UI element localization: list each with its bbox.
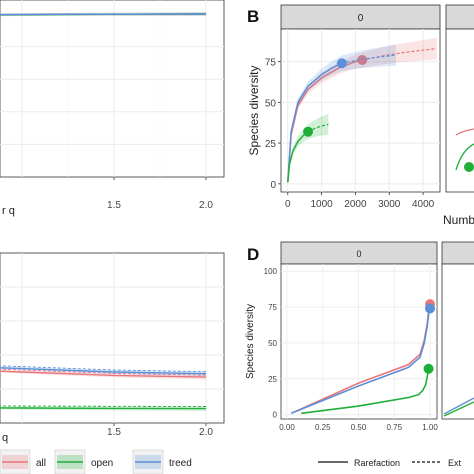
panel-d-line-treed <box>290 308 431 415</box>
panel-b-extrapolation-treed <box>341 54 397 64</box>
panel-b2-line-open <box>455 143 474 171</box>
panel-b-observed-point-open <box>303 126 314 137</box>
panel-b-xtick-label: 4000 <box>412 199 435 210</box>
panel-c-dashed-line-all <box>0 368 207 376</box>
panel-b2-strip <box>445 4 474 30</box>
panel-d-strip-label: 0 <box>356 249 361 259</box>
panel-c-xlabel: q <box>2 432 8 444</box>
panel-c-xtick-label: 1.5 <box>107 427 121 438</box>
panel-a-frame <box>0 0 225 178</box>
panel-b-extrapolation-open <box>307 123 329 133</box>
panel-b2-point-open <box>464 162 474 172</box>
panel-b-letter: B <box>247 7 259 26</box>
panel-c-line-all <box>0 370 207 378</box>
panel-d-ytick-label: 25 <box>268 375 277 384</box>
legend-label-rarefaction: Rarefaction <box>354 458 400 468</box>
panel-d-ytick-label: 100 <box>264 267 278 276</box>
panel-b-observed-point-all <box>357 54 368 65</box>
legend: all open treed Rarefaction Ext <box>0 449 462 474</box>
panel-d-ytick-label: 75 <box>268 303 277 312</box>
panel-b-ylabel: Species diversity <box>247 65 261 155</box>
panel-b2-line-all <box>455 128 474 136</box>
panel-b-strip-label: 0 <box>358 13 364 24</box>
panel-b-rarefaction-treed <box>287 62 343 183</box>
panel-b-ci-band-all <box>287 37 437 185</box>
panel-b-extrapolation-all <box>362 48 437 61</box>
panel-b-ytick-label: 75 <box>265 58 277 69</box>
panel-b-xtick-label: 0 <box>285 199 291 210</box>
panel-d-xtick-label: 0.50 <box>351 423 367 432</box>
panel-c-dashed-line-open <box>0 405 207 407</box>
panel-d-ytick-label: 50 <box>268 339 277 348</box>
panel-d: D 0 0 25 50 75 100 0.00 0.25 0.50 0.75 1.00 Species … <box>245 241 474 432</box>
panel-b-ytick-label: 0 <box>270 180 276 191</box>
legend-label-treed: treed <box>169 458 192 469</box>
panel-a-xtick-label: 2.0 <box>199 200 213 211</box>
legend-label-all: all <box>36 458 46 469</box>
panel-d-xtick-label: 0.75 <box>386 423 402 432</box>
panel-d2-strip <box>441 241 474 265</box>
panel-b-ci-band-treed <box>287 44 396 185</box>
panel-d-endpoint-open <box>423 363 434 374</box>
panel-b-xlabel: Numb <box>443 213 474 227</box>
panel-d-ylabel: Species diversity <box>245 304 256 379</box>
panel-d2-frame <box>441 263 474 420</box>
panel-d-line-open <box>301 368 430 415</box>
panel-b-ci-band-open <box>287 113 329 185</box>
legend-label-extrapolation: Ext <box>448 458 462 468</box>
panel-b-ytick-label: 50 <box>265 98 277 109</box>
panel-d2-line-treed <box>443 397 474 415</box>
panel-b-ytick-label: 25 <box>265 139 277 150</box>
panel-c: 1.5 2.0 q <box>0 252 225 444</box>
panel-d-ytick-label: 0 <box>273 411 278 420</box>
panel-a-xtick-label: 1.5 <box>107 200 121 211</box>
panel-d-xtick-label: 0.00 <box>279 423 295 432</box>
panel-b-xtick-label: 1000 <box>310 199 333 210</box>
panel-b-xtick-label: 2000 <box>344 199 367 210</box>
panel-a: 1.5 2.0 r q <box>0 0 225 217</box>
panel-b-rarefaction-open <box>287 131 309 183</box>
panel-c-line-treed <box>0 367 207 375</box>
panel-c-xtick-label: 2.0 <box>199 427 213 438</box>
panel-c-dashed-line-treed <box>0 365 207 373</box>
legend-label-open: open <box>91 458 113 469</box>
panel-b-xtick-label: 3000 <box>378 199 401 210</box>
panel-d-endpoint-treed <box>425 303 435 314</box>
panel-b-strip <box>280 4 441 30</box>
panel-d-xtick-label: 1.00 <box>422 423 438 432</box>
panel-c-frame <box>0 252 225 424</box>
panel-d-xtick-label: 0.25 <box>315 423 331 432</box>
panel-a-line-treed <box>0 13 207 16</box>
panel-d-letter: D <box>247 245 259 264</box>
panel-a-xlabel: r q <box>2 205 15 217</box>
panel-d-frame <box>280 263 438 420</box>
panel-c-line-open <box>0 407 207 410</box>
panel-d2-line-open <box>443 401 474 417</box>
panel-b-observed-point-treed <box>336 58 347 69</box>
